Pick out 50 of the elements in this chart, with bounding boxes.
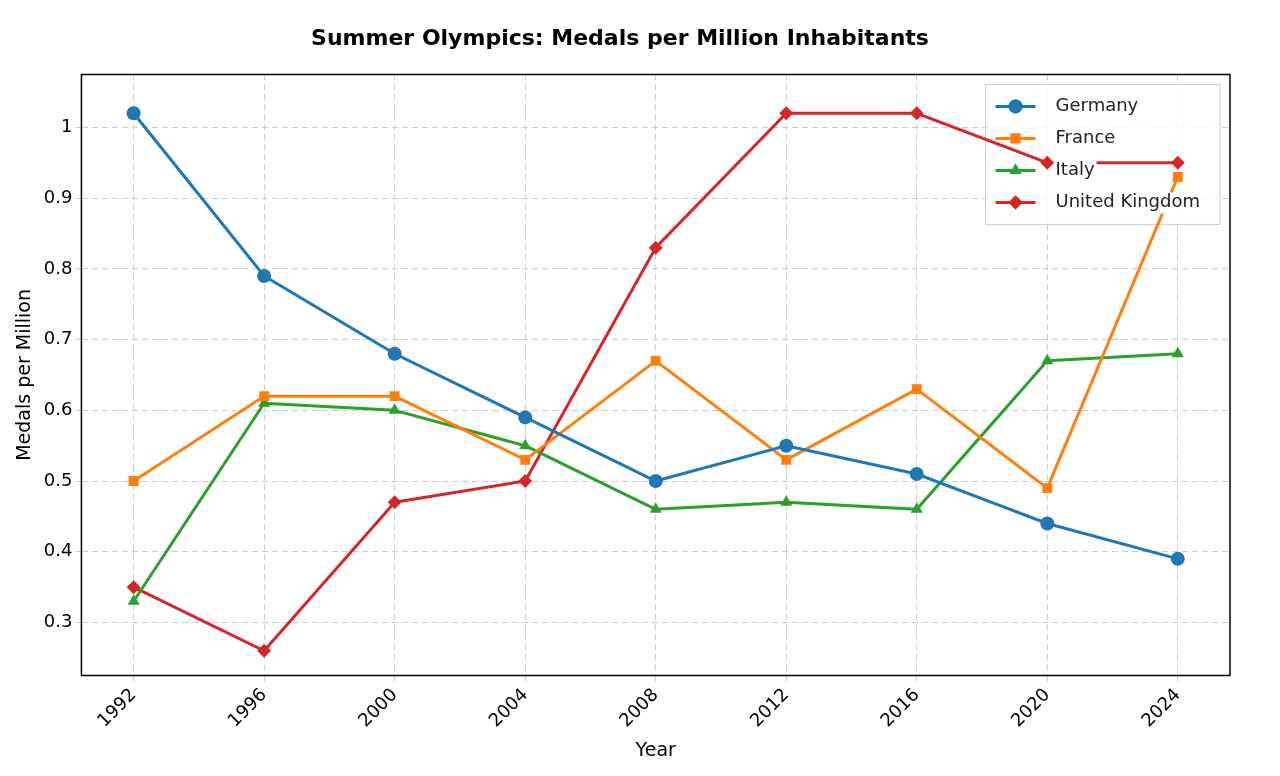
- y-tick-label: 0.5: [43, 468, 73, 490]
- point: [388, 403, 401, 414]
- point: [648, 474, 663, 489]
- point: [649, 502, 662, 513]
- point: [779, 438, 794, 453]
- point: [911, 384, 922, 395]
- point: [126, 106, 141, 121]
- point: [128, 476, 139, 486]
- y-axis-title: Medals per Million: [12, 289, 35, 461]
- point: [126, 580, 141, 595]
- point: [1040, 155, 1055, 170]
- point: [779, 106, 794, 121]
- y-tick-label: 0.6: [43, 398, 73, 419]
- point: [1042, 483, 1053, 494]
- legend-label: Italy: [1055, 158, 1095, 180]
- point: [257, 268, 272, 283]
- y-tick-label: 0.7: [43, 327, 73, 349]
- point: [1171, 346, 1184, 358]
- point: [1170, 155, 1185, 170]
- y-tick-label: 1: [60, 115, 73, 137]
- legend-label: France: [1055, 126, 1116, 148]
- y-tick-label: 0.9: [43, 185, 73, 207]
- legend-label: Germany: [1055, 94, 1139, 116]
- y-tick-label: 0.8: [43, 256, 73, 278]
- point: [389, 391, 400, 402]
- y-tick-label: 0.4: [43, 539, 73, 561]
- point: [127, 594, 140, 605]
- point: [781, 454, 792, 465]
- point: [780, 495, 793, 506]
- point: [1170, 551, 1185, 566]
- point: [518, 474, 533, 489]
- point: [387, 495, 402, 510]
- x-axis-title: Year: [634, 737, 677, 760]
- point: [650, 355, 661, 366]
- chart-title: Summer Olympics: Medals per Million Inhabitants: [311, 24, 929, 50]
- point: [909, 466, 924, 481]
- point: [1041, 353, 1054, 365]
- point: [519, 438, 532, 450]
- point: [520, 454, 531, 465]
- point: [909, 106, 924, 121]
- point: [387, 346, 402, 361]
- y-tick-label: 0.3: [43, 610, 73, 632]
- point: [259, 391, 270, 402]
- point: [1040, 516, 1055, 531]
- point: [648, 240, 663, 255]
- point: [518, 410, 533, 425]
- point: [257, 643, 272, 658]
- legend-label: United Kingdom: [1055, 190, 1201, 212]
- point: [910, 502, 923, 513]
- point: [1172, 172, 1183, 182]
